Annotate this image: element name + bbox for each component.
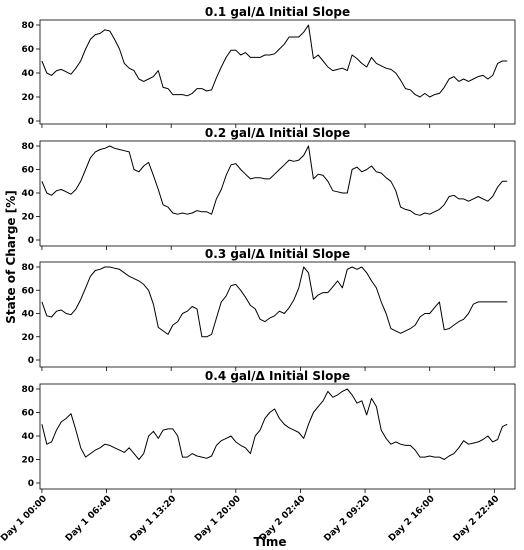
panel-frame xyxy=(39,19,516,125)
y-tick-label: 0 xyxy=(28,236,34,246)
x-tick-label: Day 1 20:00 xyxy=(193,494,243,544)
y-tick-label: 0 xyxy=(28,479,34,489)
y-tick-label: 80 xyxy=(21,385,34,395)
y-tick-label: 0 xyxy=(28,356,34,366)
y-tick-label: 80 xyxy=(21,21,34,31)
y-tick-label: 40 xyxy=(21,189,34,199)
y-tick-label: 20 xyxy=(21,93,34,103)
soc-series-line xyxy=(41,266,508,338)
y-tick-label: 0 xyxy=(28,117,34,127)
y-tick-label: 20 xyxy=(21,213,34,223)
y-tick-label: 60 xyxy=(21,166,34,176)
x-tick-label: Day 1 13:20 xyxy=(129,494,179,544)
x-axis-label: Time xyxy=(254,535,287,549)
panel-title: 0.2 gal/Δ Initial Slope xyxy=(205,126,350,140)
y-tick-label: 20 xyxy=(21,333,34,343)
x-tick-label: Day 2 09:20 xyxy=(322,494,372,544)
panel-frame xyxy=(39,140,516,247)
panel-title: 0.1 gal/Δ Initial Slope xyxy=(205,5,350,19)
y-tick-label: 40 xyxy=(21,69,34,79)
y-tick-label: 60 xyxy=(21,286,34,296)
x-tick-label: Day 1 06:40 xyxy=(64,494,114,544)
panel-frame xyxy=(39,261,516,368)
x-tick-label: Day 2 22:40 xyxy=(452,494,502,544)
panel-title: 0.3 gal/Δ Initial Slope xyxy=(205,247,350,261)
soc-series-line xyxy=(41,24,508,98)
panel-2: 0.2 gal/Δ Initial Slope 0 20 40 60 80 xyxy=(21,126,516,250)
y-tick-label: 20 xyxy=(21,456,34,466)
x-tick-label: Day 2 16:00 xyxy=(387,494,437,544)
panel-4: 0.4 gal/Δ Initial Slope 0 20 40 60 80 xyxy=(21,369,516,493)
panel-frame xyxy=(39,383,516,490)
soc-series-line xyxy=(41,145,508,216)
y-tick-label: 80 xyxy=(21,142,34,152)
x-tick-labels: Day 1 00:00 Day 1 06:40 Day 1 13:20 Day 1 2… xyxy=(0,494,501,544)
panel-1: 0.1 gal/Δ Initial Slope 0 20 40 60 80 xyxy=(21,5,516,128)
soc-series-line xyxy=(41,388,508,460)
y-axis-label: State of Charge [%] xyxy=(4,190,18,323)
y-tick-label: 60 xyxy=(21,409,34,419)
y-tick-label: 80 xyxy=(21,263,34,273)
y-tick-label: 40 xyxy=(21,432,34,442)
panel-title: 0.4 gal/Δ Initial Slope xyxy=(205,369,350,383)
y-tick-label: 60 xyxy=(21,45,34,55)
y-tick-label: 40 xyxy=(21,310,34,320)
panel-3: 0.3 gal/Δ Initial Slope 0 20 40 60 80 xyxy=(21,247,516,371)
x-tick-label: Day 1 00:00 xyxy=(0,494,49,544)
